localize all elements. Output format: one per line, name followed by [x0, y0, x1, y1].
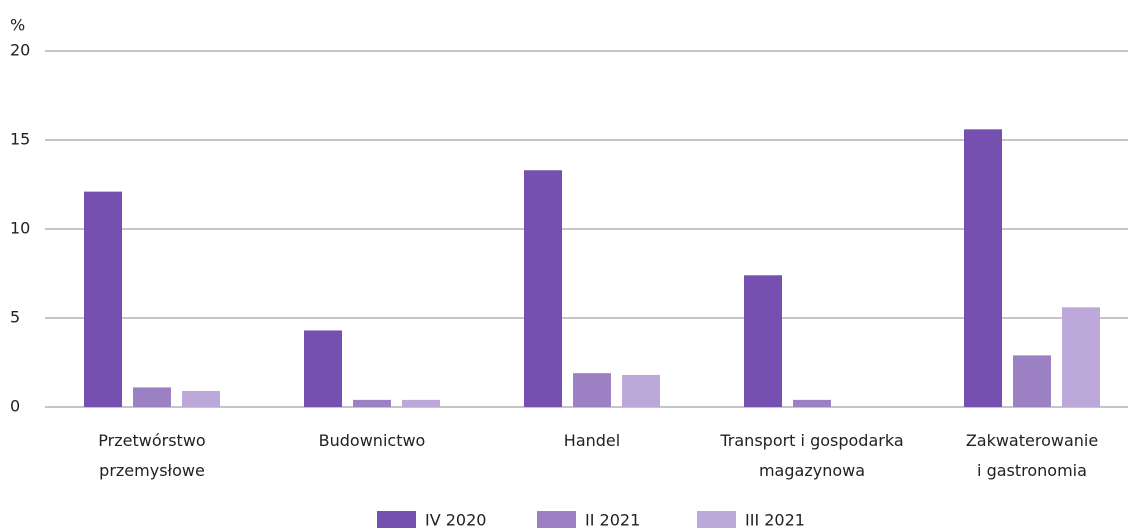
legend-swatch	[697, 511, 736, 528]
x-tick-label: Przetwórstwo przemysłowe	[98, 431, 205, 480]
bar	[1062, 307, 1100, 407]
bar	[133, 387, 171, 407]
legend-swatch	[537, 511, 576, 528]
x-tick-label-line: Handel	[564, 431, 620, 450]
x-tick-label-line: magazynowa	[759, 461, 865, 480]
bar	[84, 191, 122, 407]
legend-label: IV 2020	[425, 511, 486, 528]
y-tick-label: 15	[10, 130, 30, 149]
legend-swatch	[377, 511, 416, 528]
x-tick-label-line: Zakwaterowanie	[966, 431, 1098, 450]
legend-label: II 2021	[585, 511, 640, 528]
y-tick-label: 5	[10, 308, 20, 327]
x-tick-label-line: i gastronomia	[977, 461, 1087, 480]
x-tick-label: Zakwaterowanie i gastronomia	[966, 431, 1098, 480]
bar	[402, 399, 440, 407]
bar	[304, 330, 342, 407]
bar	[353, 399, 391, 407]
x-tick-label: Handel	[564, 431, 620, 450]
bar	[744, 275, 782, 407]
bar	[622, 374, 660, 407]
bar	[573, 373, 611, 407]
y-tick-label: 10	[10, 219, 30, 238]
y-tick-label: 0	[10, 397, 20, 416]
x-tick-label: Transport i gospodarka magazynowa	[719, 431, 903, 480]
y-axis-label: %	[10, 16, 25, 35]
bar	[793, 399, 831, 407]
bar	[182, 390, 220, 407]
x-tick-label-line: Transport i gospodarka	[719, 431, 903, 450]
bar	[524, 170, 562, 407]
x-tick-label-line: Budownictwo	[319, 431, 426, 450]
x-tick-label: Budownictwo	[319, 431, 426, 450]
y-tick-label: 20	[10, 41, 30, 60]
x-tick-label-line: przemysłowe	[99, 461, 205, 480]
bar	[1013, 355, 1051, 407]
x-tick-label-line: Przetwórstwo	[98, 431, 205, 450]
legend-label: III 2021	[745, 511, 805, 528]
bar	[964, 129, 1002, 407]
